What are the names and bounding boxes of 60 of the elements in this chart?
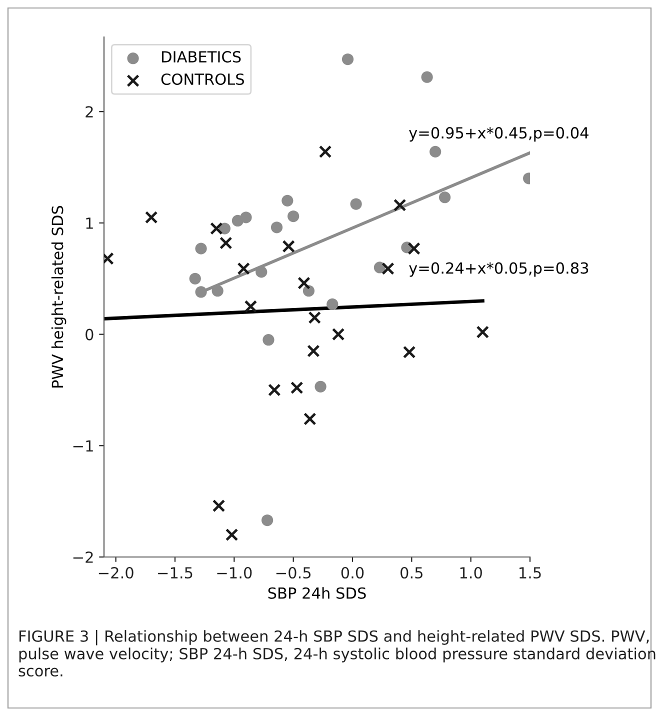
point [421,71,433,83]
point [430,146,442,158]
point [382,262,394,276]
y-tick-label: 1 [86,218,93,229]
x-tick-label: 1.5 [520,567,541,579]
point [438,192,451,204]
point [332,328,345,341]
point [307,344,320,358]
point [219,236,232,250]
point [189,272,201,284]
y-tick-label: −2 [73,551,93,563]
annotation: y=0.95+x*0.45,p=0.04 [409,127,588,142]
x-tick-label: 1.0 [460,566,482,579]
point [314,380,326,392]
x-axis-title: SBP 24h SDS [268,587,366,599]
point [282,194,294,206]
legend-label: CONTROLS [161,73,244,85]
point [256,266,268,278]
point [476,326,490,338]
point [212,499,226,512]
point [244,300,258,313]
point [144,210,158,224]
legend-label: DIABETICS [162,51,241,63]
point [195,242,207,254]
y-tick-label: −1 [73,440,93,452]
point [225,528,238,542]
point [212,285,224,297]
point [304,412,316,426]
point [308,311,322,324]
x-tick-label: −1.0 [217,566,252,579]
point [342,53,354,66]
point [393,198,406,212]
point [195,286,207,298]
point [290,381,304,394]
point [210,222,223,235]
y-axis-title: PWV height-related SDS [51,206,66,388]
point [261,514,274,526]
point [262,334,274,346]
point [282,240,295,253]
point [408,242,420,255]
point [374,262,386,274]
caption: FIGURE 3 | Relationship between 24-h SBP SDS and height-related PWV SDS. PWV, pulse wave velocity; SBP 24-h SDS, 24-h systolic blood pressure standard deviation score. [18,630,656,677]
point [318,145,332,158]
x-tick-label: 0.5 [400,566,422,579]
point [237,262,250,276]
point [298,276,310,290]
annotation: y=0.24+x*0.05,p=0.83 [409,262,588,277]
y-tick-label: 0 [86,328,94,340]
point [350,198,362,210]
point [270,222,283,234]
x-tick-label: 0.0 [341,566,364,579]
point [288,210,300,222]
point [268,384,281,396]
point [240,212,252,224]
x-tick-label: −1.5 [158,567,192,579]
point [402,346,416,359]
x-tick-label: −2.0 [98,566,134,579]
y-tick-label: 2 [86,106,93,118]
x-tick-label: −0.5 [276,566,311,579]
point [326,298,338,310]
